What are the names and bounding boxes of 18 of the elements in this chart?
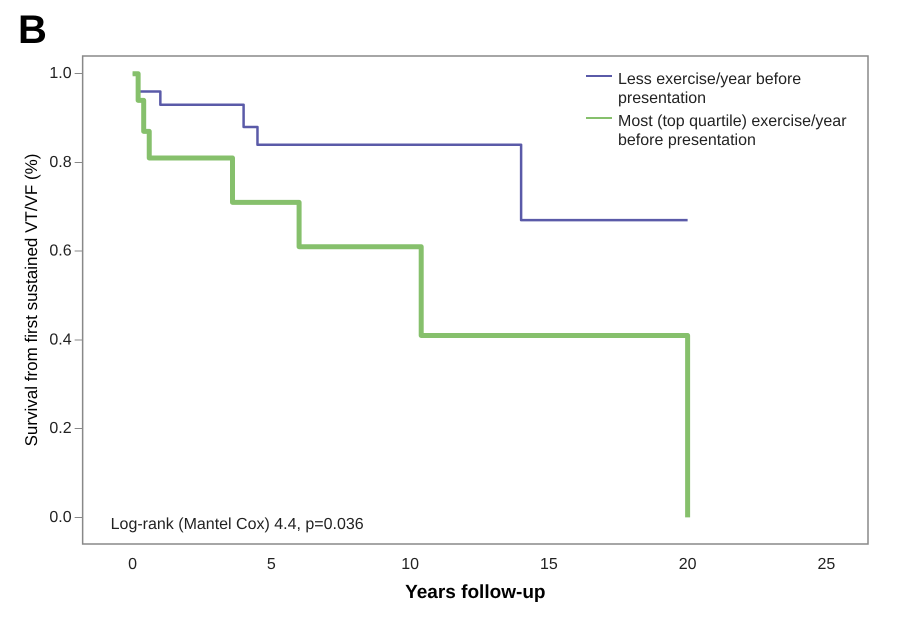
y-tick-label: 0.0 [49, 508, 72, 526]
y-tick-label: 0.6 [49, 242, 72, 260]
x-tick-label: 5 [266, 556, 276, 574]
y-tick-label: 0.4 [49, 331, 72, 348]
x-tick-label: 10 [401, 556, 420, 574]
legend-label: Most (top quartile) exercise/year before presentation [618, 112, 848, 150]
y-tick-label: 0.2 [49, 420, 72, 438]
x-tick-label: 0 [128, 556, 138, 574]
y-tick-label: 1.0 [49, 65, 72, 82]
legend-label: Less exercise/year before presentation [618, 70, 802, 108]
x-tick-label: 20 [678, 556, 697, 574]
x-axis-title: Years follow-up [405, 582, 546, 603]
chart-title: B [18, 8, 47, 52]
y-axis-title: Survival from first sustained VT/VF (%) [22, 154, 41, 446]
y-tick-label: 0.8 [49, 154, 72, 171]
x-tick-label: 25 [817, 556, 836, 574]
annotation: Log-rank (Mantel Cox) 4.4, p=0.036 [110, 516, 364, 534]
x-tick-label: 15 [540, 556, 558, 574]
